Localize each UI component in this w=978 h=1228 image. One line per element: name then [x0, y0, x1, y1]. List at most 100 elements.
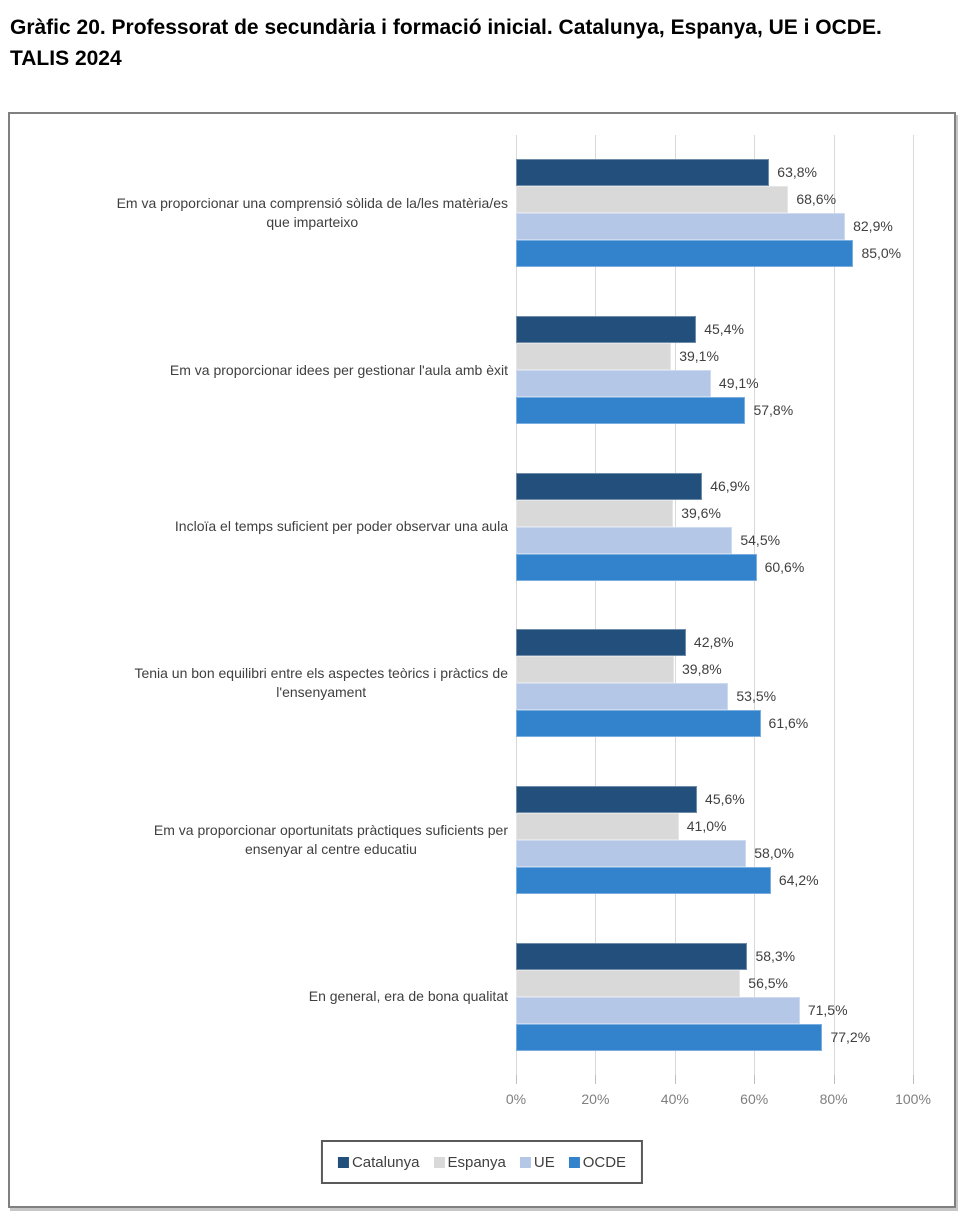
axis-tick	[913, 1075, 914, 1084]
gridline	[913, 135, 914, 1075]
value-label: 68,6%	[796, 191, 837, 208]
value-label: 58,3%	[755, 947, 796, 964]
value-label: 45,4%	[704, 321, 744, 337]
bar-row: 61,6%	[516, 710, 913, 738]
bar-ue	[516, 213, 846, 241]
bar-group: 58,3% 56,5% 71,5% 77,2%	[516, 942, 913, 1051]
gridline	[754, 135, 756, 1075]
bar-row: 49,1%	[516, 370, 913, 397]
bar-catalunya	[516, 786, 698, 813]
gridline	[674, 135, 676, 1075]
bar-catalunya	[516, 159, 770, 187]
bar-row: 56,5%	[516, 969, 913, 997]
chart-frame: 63,8% 68,6% 82,9% 85,0% 45,4% 39,1% 49,1% 57,8%…	[8, 112, 956, 1208]
bar-row: 45,6%	[516, 786, 913, 813]
category-label: Incloïa el temps suficient per poder obs…	[174, 518, 508, 535]
bar-catalunya	[516, 316, 697, 343]
value-label: 57,8%	[753, 402, 794, 418]
bar-row: 77,2%	[516, 1023, 913, 1051]
legend-label: Catalunya	[351, 1153, 420, 1171]
bar-espanya	[516, 186, 789, 214]
value-label: 71,5%	[807, 1001, 848, 1018]
bar-catalunya	[516, 472, 703, 500]
bar-row: 39,1%	[516, 343, 913, 370]
legend-label: Espanya	[447, 1153, 506, 1171]
chart-title: Gràfic 20. Professorat de secundària i f…	[10, 16, 882, 70]
bar-ocde	[516, 710, 761, 738]
x-axis-tick-label: 60%	[740, 1091, 769, 1107]
legend-swatch-icon	[519, 1156, 531, 1168]
bar-ocde	[516, 1023, 823, 1051]
bar-espanya	[516, 969, 741, 997]
value-label: 56,5%	[748, 974, 788, 991]
legend-item-catalunya: Catalunya	[337, 1153, 420, 1171]
bar-row: 58,3%	[516, 942, 913, 970]
gridline	[833, 135, 835, 1075]
bar-group: 42,8% 39,8% 53,5% 61,6%	[516, 629, 913, 738]
value-label: 39,6%	[681, 504, 721, 521]
value-label: 85,0%	[861, 245, 902, 262]
value-label: 82,9%	[853, 218, 893, 235]
legend-swatch-icon	[568, 1156, 580, 1168]
value-label: 46,9%	[710, 477, 750, 494]
bar-group: 46,9% 39,6% 54,5% 60,6%	[516, 472, 913, 581]
value-label: 54,5%	[740, 531, 781, 548]
bar-espanya	[516, 813, 679, 840]
bar-row: 68,6%	[516, 186, 913, 214]
bar-group: 63,8% 68,6% 82,9% 85,0%	[516, 159, 913, 268]
value-label: 42,8%	[693, 634, 734, 651]
value-label: 60,6%	[764, 558, 805, 575]
bar-row: 45,4%	[516, 316, 913, 343]
bar-ocde	[516, 867, 771, 894]
value-label: 41,0%	[686, 818, 727, 834]
axis-tick	[595, 1075, 597, 1084]
bar-row: 63,8%	[516, 159, 913, 187]
bar-ue	[516, 996, 800, 1024]
bar-ue	[516, 526, 733, 554]
bar-row: 46,9%	[516, 472, 913, 500]
legend-swatch-icon	[433, 1156, 445, 1168]
value-label: 53,5%	[736, 688, 777, 705]
bar-catalunya	[516, 629, 686, 657]
bar-row: 71,5%	[516, 996, 913, 1024]
value-label: 45,6%	[705, 791, 745, 807]
value-label: 49,1%	[718, 375, 759, 391]
value-label: 61,6%	[768, 715, 809, 732]
bar-group: 45,6% 41,0% 58,0% 64,2%	[516, 786, 913, 894]
bar-espanya	[516, 343, 672, 370]
bar-row: 85,0%	[516, 240, 913, 268]
value-label: 63,8%	[777, 164, 817, 181]
bar-ue	[516, 370, 711, 397]
legend-label: OCDE	[582, 1153, 627, 1171]
bar-row: 53,5%	[516, 683, 913, 711]
x-axis-tick-label: 20%	[581, 1091, 610, 1107]
axis-tick	[833, 1075, 835, 1084]
bar-catalunya	[516, 942, 748, 970]
bar-ocde	[516, 553, 757, 581]
legend-item-ue: UE	[519, 1153, 555, 1171]
category-label: Em va proporcionar idees per gestionar l…	[169, 361, 508, 378]
legend-item-espanya: Espanya	[433, 1153, 506, 1171]
plot-area: 63,8% 68,6% 82,9% 85,0% 45,4% 39,1% 49,1% 57,8%…	[516, 135, 914, 1084]
value-label: 58,0%	[754, 845, 794, 861]
bar-ocde	[516, 397, 746, 424]
gridline	[516, 135, 517, 1075]
bar-row: 82,9%	[516, 213, 913, 241]
value-label: 39,8%	[682, 661, 722, 678]
x-axis-tick-label: 80%	[819, 1091, 848, 1107]
axis-tick	[674, 1075, 676, 1084]
value-label: 39,1%	[679, 348, 719, 364]
legend-item-ocde: OCDE	[568, 1153, 627, 1171]
bar-row: 64,2%	[516, 867, 913, 894]
bar-row: 57,8%	[516, 397, 913, 424]
gridline	[595, 135, 597, 1075]
bar-ue	[516, 683, 729, 711]
bar-ocde	[516, 240, 854, 268]
bar-ue	[516, 840, 747, 867]
bar-row: 39,8%	[516, 656, 913, 684]
category-label: Em va proporcionar oportunitats pràctiqu…	[153, 822, 508, 857]
legend-label: UE	[533, 1153, 555, 1171]
value-label: 77,2%	[830, 1028, 871, 1045]
bar-row: 58,0%	[516, 840, 913, 867]
legend-swatch-icon	[337, 1156, 349, 1168]
